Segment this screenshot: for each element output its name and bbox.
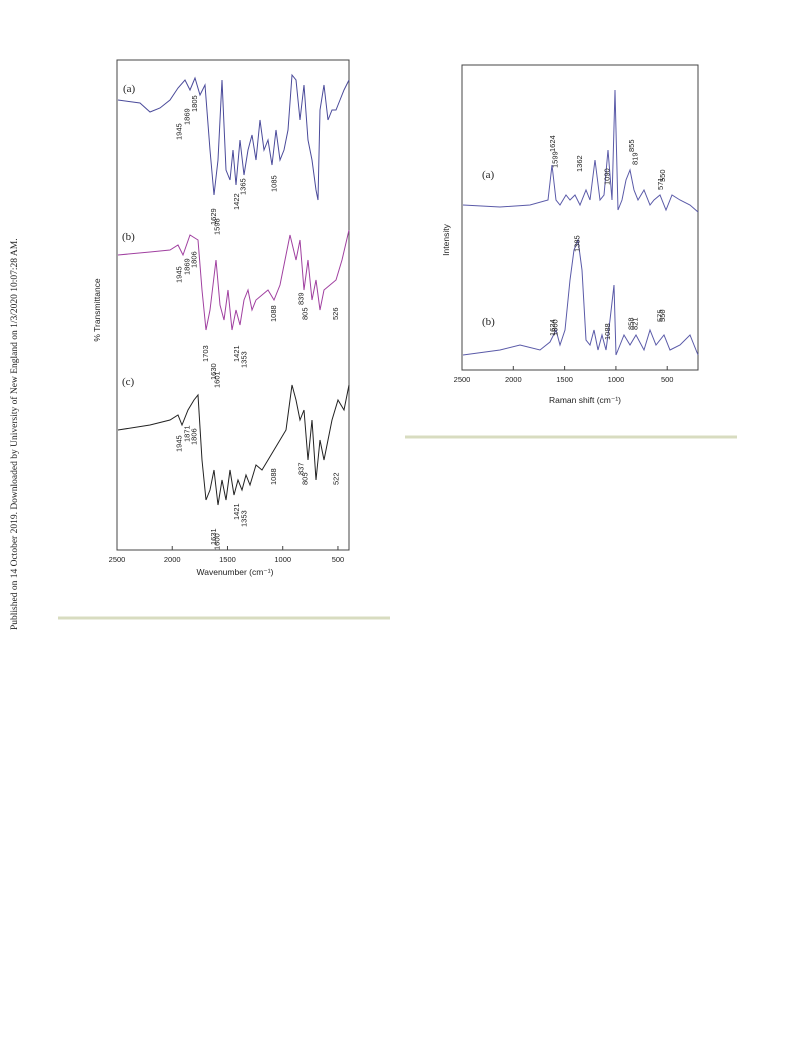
x-tick-label: 1500 <box>219 555 236 564</box>
peak-label: 1624 <box>548 135 557 152</box>
x-tick-label: 500 <box>332 555 345 564</box>
peak-label: 839 <box>297 292 306 305</box>
x-tick-label: 2500 <box>109 555 126 564</box>
plot-frame <box>461 64 699 371</box>
plot-frame <box>116 59 350 551</box>
peak-label: 1598 <box>213 218 222 235</box>
spectrum-trace <box>462 89 699 213</box>
peak-label: 1631 <box>209 528 218 545</box>
peak-label: 1945 <box>174 435 183 452</box>
spectrum-trace <box>117 73 350 201</box>
peak-label: 1599 <box>550 151 559 168</box>
peak-label: 1600 <box>550 319 559 336</box>
peak-label: 522 <box>332 472 341 485</box>
peak-label: 1869 <box>183 108 192 125</box>
peak-label: 550 <box>658 169 667 182</box>
x-tick-label: 1500 <box>556 375 573 384</box>
peak-label: 526 <box>331 307 340 320</box>
peak-label: 1869 <box>183 258 192 275</box>
trace-label: (b) <box>122 231 135 243</box>
spectrum-trace <box>462 238 699 356</box>
peak-label: 837 <box>297 462 306 475</box>
peak-label: 1600 <box>212 533 221 550</box>
peak-label: 1362 <box>575 155 584 172</box>
peak-label: 575 <box>656 309 665 322</box>
x-tick-label: 1000 <box>274 555 291 564</box>
peak-label: 1806 <box>190 428 199 445</box>
peak-label: 1088 <box>603 323 612 340</box>
trace-label: (a) <box>123 83 136 95</box>
peak-label: 1421 <box>232 345 241 362</box>
peak-label: 805 <box>300 307 309 320</box>
x-axis-label: Wavenumber (cm⁻¹) <box>197 567 274 577</box>
peak-label: 1601 <box>212 371 221 388</box>
x-axis-label: Raman shift (cm⁻¹) <box>549 395 621 405</box>
peak-label: 1871 <box>182 425 191 442</box>
x-tick-label: 2000 <box>164 555 181 564</box>
trace-label: (b) <box>482 316 495 328</box>
peak-label: 1085 <box>269 175 278 192</box>
peak-label: 819 <box>630 152 639 165</box>
peak-label: 1421 <box>232 503 241 520</box>
x-tick-label: 2000 <box>505 375 522 384</box>
peak-label: 1624 <box>548 319 557 336</box>
peak-label: 1422 <box>232 193 241 210</box>
peak-label: 1088 <box>269 305 278 322</box>
peak-label: 821 <box>630 317 639 330</box>
peak-label: 550 <box>658 309 667 322</box>
x-tick-label: 2500 <box>454 375 471 384</box>
peak-label: 1088 <box>269 468 278 485</box>
peak-label: 571 <box>656 177 665 190</box>
peak-label: 1703 <box>201 345 210 362</box>
peak-label: 1365 <box>238 178 247 195</box>
y-axis-label: Intensity <box>441 223 451 255</box>
peak-label: 1945 <box>174 266 183 283</box>
y-axis-label: % Transmittance <box>92 278 102 342</box>
trace-label: (c) <box>122 376 135 388</box>
peak-label: 1353 <box>240 351 249 368</box>
peak-label: 1805 <box>190 95 199 112</box>
x-tick-label: 500 <box>661 375 674 384</box>
peak-label: 1353 <box>240 510 249 527</box>
peak-label: 1806 <box>190 251 199 268</box>
spectrum-trace <box>117 384 350 506</box>
trace-label: (a) <box>482 169 495 181</box>
spectrum-trace <box>117 229 350 331</box>
peak-label: 855 <box>627 139 636 152</box>
peak-label: 1945 <box>174 123 183 140</box>
peak-label: 1630 <box>209 363 218 380</box>
x-tick-label: 1000 <box>608 375 625 384</box>
peak-label: 805 <box>300 472 309 485</box>
side-note: Published on 14 October 2019. Downloaded… <box>9 238 20 630</box>
peak-label: 1629 <box>209 208 218 225</box>
peak-label: 1090 <box>603 168 612 185</box>
peak-label: 858 <box>626 317 635 330</box>
peak-label: 1385 <box>572 235 581 252</box>
